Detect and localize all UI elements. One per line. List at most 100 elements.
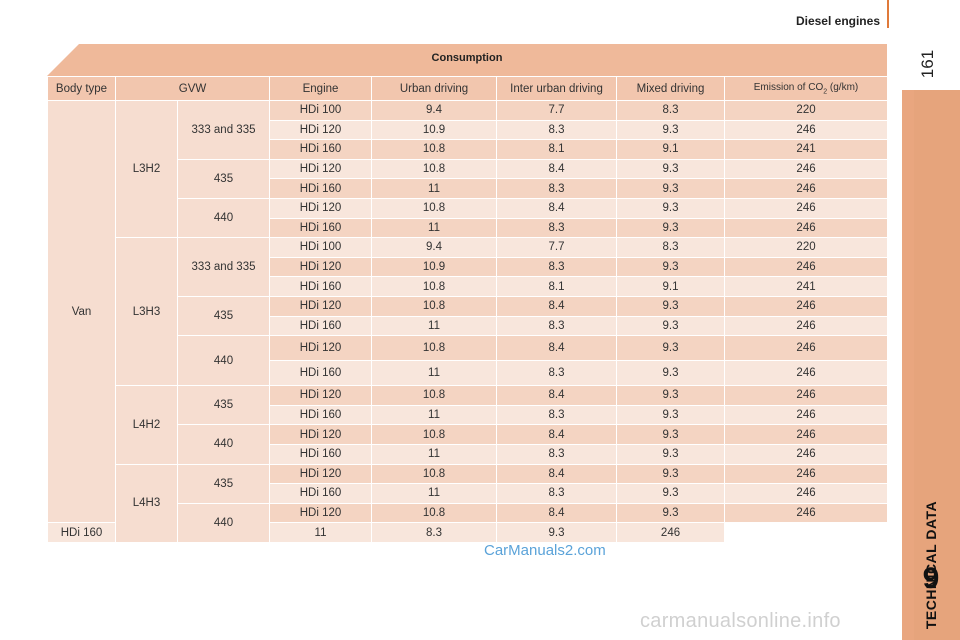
engine-cell: HDi 160 bbox=[269, 483, 373, 504]
engine-cell: HDi 120 bbox=[269, 256, 373, 278]
inter-urban-cell: 8.3 bbox=[496, 119, 618, 141]
gvw-cell: 440 bbox=[176, 424, 271, 465]
inter-urban-cell: 8.4 bbox=[496, 197, 618, 219]
header-inter-urban: Inter urban driving bbox=[496, 76, 618, 101]
co2-cell: 246 bbox=[724, 424, 889, 445]
mixed-cell: 9.3 bbox=[616, 385, 726, 406]
co2-cell: 246 bbox=[724, 443, 889, 465]
urban-cell: 10.8 bbox=[371, 385, 498, 406]
engine-cell: HDi 160 bbox=[269, 315, 373, 337]
engine-cell: HDi 120 bbox=[269, 158, 373, 180]
model-cell: L4H2 bbox=[115, 385, 178, 465]
gvw-cell: 333 and 335 bbox=[176, 237, 271, 297]
co2-cell: 241 bbox=[724, 139, 889, 160]
table-body: Van L3H2 333 and 335 HDi 100 9.4 7.7 8.3… bbox=[47, 99, 889, 543]
co2-cell: 246 bbox=[724, 178, 889, 199]
header-engine: Engine bbox=[269, 76, 373, 101]
body-type-cell: Van bbox=[47, 99, 116, 524]
co2-cell: 246 bbox=[724, 404, 889, 426]
gvw-cell: 440 bbox=[176, 502, 271, 543]
inter-urban-cell: 8.4 bbox=[496, 385, 618, 406]
co2-cell: 246 bbox=[616, 522, 726, 543]
mixed-cell: 9.3 bbox=[616, 483, 726, 504]
urban-cell: 10.8 bbox=[371, 424, 498, 445]
engine-cell: HDi 160 bbox=[269, 217, 373, 239]
engine-cell: HDi 120 bbox=[269, 424, 373, 445]
table-row: 435 HDi 120 10.8 8.4 9.3 246 bbox=[48, 295, 889, 337]
urban-cell: 10.9 bbox=[371, 256, 498, 278]
inter-urban-cell: 8.4 bbox=[496, 335, 618, 362]
mixed-cell: 9.1 bbox=[616, 276, 726, 297]
mixed-cell: 9.3 bbox=[616, 463, 726, 485]
co2-cell: 246 bbox=[724, 119, 889, 141]
table-caption-bar: Consumption bbox=[47, 44, 887, 76]
table-row: HDi 120 10.9 8.3 9.3 246 bbox=[48, 119, 889, 141]
mixed-cell: 9.3 bbox=[616, 424, 726, 445]
urban-cell: 11 bbox=[371, 315, 498, 337]
urban-cell: 10.8 bbox=[371, 276, 498, 297]
inter-urban-cell: 8.3 bbox=[496, 483, 618, 504]
inter-urban-cell: 8.3 bbox=[496, 178, 618, 199]
urban-cell: 11 bbox=[371, 217, 498, 239]
inter-urban-cell: 8.4 bbox=[496, 502, 618, 524]
gvw-cell: 435 bbox=[176, 295, 271, 337]
engine-cell: HDi 120 bbox=[269, 502, 373, 524]
mixed-cell: 8.3 bbox=[616, 100, 726, 121]
mixed-cell: 9.3 bbox=[616, 360, 726, 387]
carmanuals-watermark-link[interactable]: CarManuals2.com bbox=[484, 542, 606, 559]
inter-urban-cell: 7.7 bbox=[496, 100, 618, 121]
inter-urban-cell: 8.1 bbox=[496, 139, 618, 160]
mixed-cell: 8.3 bbox=[616, 237, 726, 258]
section-title: Diesel engines bbox=[795, 14, 880, 28]
gvw-cell: 435 bbox=[176, 385, 271, 426]
urban-cell: 11 bbox=[371, 483, 498, 504]
co2-cell: 246 bbox=[724, 256, 889, 278]
header-gvw: GVW bbox=[114, 76, 271, 101]
urban-cell: 10.8 bbox=[371, 335, 498, 362]
engine-cell: HDi 120 bbox=[269, 335, 373, 362]
mixed-cell: 9.1 bbox=[616, 139, 726, 160]
chapter-side-tab: TECHNICAL DATA bbox=[902, 90, 960, 640]
header-mixed: Mixed driving bbox=[616, 76, 726, 101]
inter-urban-cell: 7.7 bbox=[496, 237, 618, 258]
consumption-table-block: Consumption Body type GVW Engine Urban d… bbox=[47, 44, 889, 543]
table-row: HDi 160 11 8.3 9.3 246 bbox=[48, 360, 889, 387]
gvw-cell: 333 and 335 bbox=[176, 100, 271, 160]
engine-cell: HDi 160 bbox=[269, 139, 373, 160]
table-row: 435 HDi 120 10.8 8.4 9.3 246 bbox=[48, 158, 889, 199]
co2-cell: 246 bbox=[724, 315, 889, 337]
table-caption: Consumption bbox=[431, 52, 503, 64]
urban-cell: 11 bbox=[371, 443, 498, 465]
mixed-cell: 9.3 bbox=[616, 315, 726, 337]
co2-cell: 220 bbox=[724, 100, 889, 121]
mixed-cell: 9.3 bbox=[616, 335, 726, 362]
consumption-table: Body type GVW Engine Urban driving Inter… bbox=[47, 76, 889, 543]
urban-cell: 11 bbox=[269, 522, 373, 543]
page-number: 161 bbox=[917, 49, 937, 79]
header-co2: Emission of CO2 (g/km) bbox=[724, 76, 889, 101]
header-body-type: Body type bbox=[47, 76, 116, 101]
table-row: HDi 160 11 8.3 9.3 246 bbox=[48, 404, 889, 426]
urban-cell: 9.4 bbox=[371, 100, 498, 121]
urban-cell: 10.8 bbox=[371, 158, 498, 180]
co2-cell: 246 bbox=[724, 295, 889, 317]
model-cell: L3H3 bbox=[115, 237, 178, 387]
inter-urban-cell: 8.3 bbox=[496, 443, 618, 465]
mixed-cell: 9.3 bbox=[616, 119, 726, 141]
inter-urban-cell: 8.4 bbox=[496, 424, 618, 445]
table-row: HDi 160 11 8.3 9.3 246 bbox=[47, 522, 888, 543]
engine-cell: HDi 160 bbox=[47, 522, 116, 543]
inter-urban-cell: 8.3 bbox=[371, 522, 498, 543]
engine-cell: HDi 120 bbox=[269, 385, 373, 406]
gvw-cell: 440 bbox=[176, 197, 271, 239]
urban-cell: 10.8 bbox=[371, 502, 498, 524]
table-row: Van L3H2 333 and 335 HDi 100 9.4 7.7 8.3… bbox=[47, 99, 889, 524]
table-row: 440 HDi 120 10.8 8.4 9.3 246 bbox=[48, 424, 889, 465]
co2-cell: 246 bbox=[724, 502, 889, 524]
inter-urban-cell: 8.4 bbox=[496, 295, 618, 317]
engine-cell: HDi 120 bbox=[269, 119, 373, 141]
inter-urban-cell: 8.4 bbox=[496, 158, 618, 180]
co2-cell: 246 bbox=[724, 158, 889, 180]
urban-cell: 11 bbox=[371, 360, 498, 387]
model-cell: L4H3 bbox=[115, 463, 178, 543]
